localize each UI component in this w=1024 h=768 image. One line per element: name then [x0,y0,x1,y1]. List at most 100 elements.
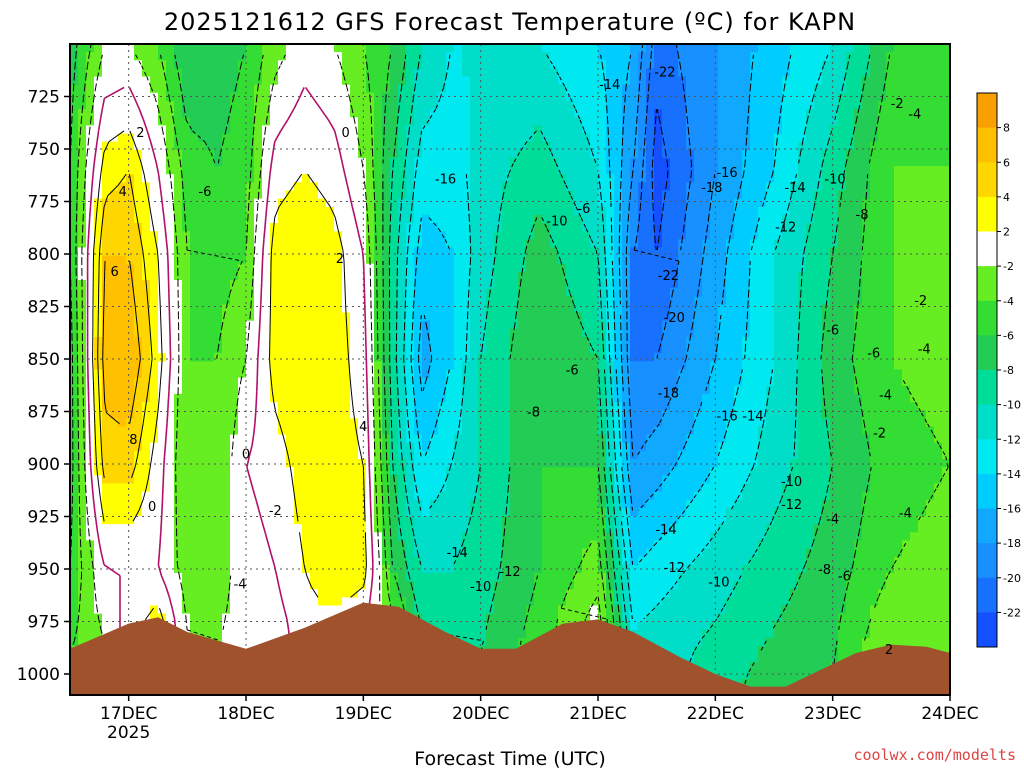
field-cell [134,540,143,550]
field-cell [374,271,383,281]
field-cell [150,524,159,533]
field-cell [350,516,359,525]
field-cell [118,483,127,493]
field-cell [494,345,503,354]
field-cell [366,60,375,70]
field-cell [542,174,551,183]
field-cell [534,76,543,86]
field-cell [398,320,407,330]
field-cell [382,263,391,273]
field-cell [462,84,471,94]
field-cell [558,361,567,371]
field-cell [126,68,135,78]
field-cell [118,516,127,525]
field-cell [518,345,527,354]
field-cell [70,44,79,53]
field-cell [230,198,239,208]
field-cell [454,190,463,200]
field-cell [550,605,559,615]
field-cell [494,296,503,306]
field-cell [502,564,511,574]
field-cell [302,418,311,428]
field-cell [334,393,343,403]
field-cell [326,434,335,444]
field-cell [246,524,255,533]
field-cell [486,393,495,403]
field-cell [502,76,511,86]
field-cell [518,190,527,200]
field-cell [534,52,543,61]
field-cell [494,320,503,330]
field-cell [550,410,559,419]
field-cell [446,280,455,289]
field-cell [534,117,543,126]
field-cell [478,369,487,379]
field-cell [94,345,103,354]
field-cell [350,475,359,485]
field-cell [326,540,335,550]
field-cell [486,475,495,485]
field-cell [334,117,343,126]
field-cell [542,214,551,224]
field-cell [70,499,79,509]
field-cell [238,223,247,232]
field-cell [422,572,431,582]
field-cell [350,491,359,501]
field-cell [254,450,263,460]
field-cell [398,377,407,387]
field-cell [174,353,183,362]
field-cell [326,377,335,387]
field-cell [462,141,471,151]
field-cell [174,182,183,192]
field-cell [366,125,375,135]
field-cell [334,589,343,598]
field-cell [126,434,135,444]
field-cell [374,442,383,452]
field-cell [110,149,119,159]
field-cell [110,304,119,314]
field-cell [350,564,359,574]
field-cell [78,369,87,379]
field-cell [310,459,319,468]
field-cell [350,459,359,468]
field-cell [86,516,95,525]
field-cell [150,532,159,542]
field-cell [342,393,351,403]
field-cell [486,206,495,216]
field-cell [454,76,463,86]
field-cell [438,247,447,257]
field-cell [286,255,295,265]
field-cell [270,507,279,517]
field-cell [294,532,303,542]
field-cell [190,410,199,419]
field-cell [214,223,223,232]
field-cell [214,540,223,550]
field-cell [454,369,463,379]
field-cell [550,198,559,208]
field-cell [502,450,511,460]
field-cell [398,597,407,607]
field-cell [462,483,471,493]
field-cell [78,76,87,86]
field-cell [550,239,559,249]
field-cell [238,149,247,159]
field-cell [374,459,383,468]
field-cell [302,166,311,175]
field-cell [550,442,559,452]
field-cell [134,426,143,436]
field-cell [190,60,199,70]
field-cell [118,450,127,460]
field-cell [78,214,87,224]
field-cell [470,182,479,192]
field-cell [150,76,159,86]
field-cell [430,84,439,94]
field-cell [134,320,143,330]
field-cell [110,141,119,151]
field-cell [222,556,231,566]
field-cell [286,572,295,582]
field-cell [118,353,127,362]
field-cell [166,450,175,460]
field-cell [310,288,319,297]
field-cell [86,629,95,639]
field-cell [462,499,471,509]
